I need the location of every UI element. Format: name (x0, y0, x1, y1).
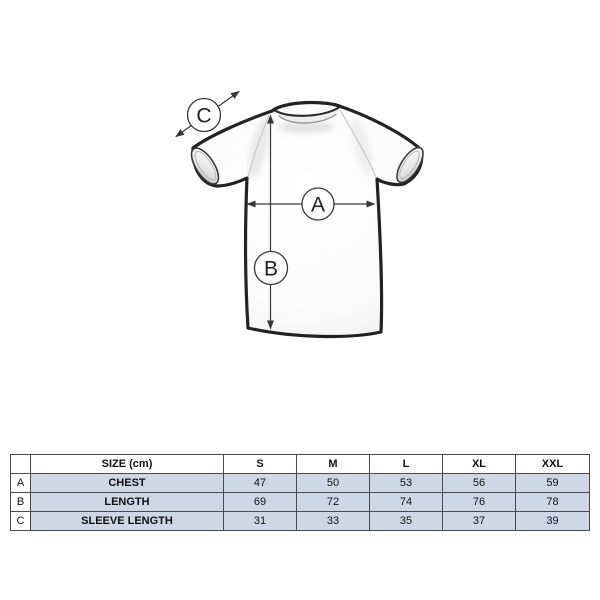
length-s: 69 (223, 492, 297, 512)
corner-cell (10, 454, 31, 474)
right-cuff (396, 146, 424, 184)
label-a-chest: A (301, 187, 335, 221)
row-key-b: B (10, 492, 31, 512)
table-row-chest: A CHEST 47 50 53 56 59 (10, 473, 590, 493)
size-header-l: L (369, 454, 443, 474)
row-key-a: A (10, 473, 31, 493)
sleeve-s: 31 (223, 511, 297, 531)
label-b-length: B (253, 250, 289, 286)
size-header-s: S (223, 454, 297, 474)
size-header-xxl: XXL (515, 454, 590, 474)
tshirt-measurement-diagram: A B C (175, 90, 424, 339)
label-c-text: C (196, 105, 211, 128)
size-header-m: M (296, 454, 370, 474)
length-m: 72 (296, 492, 370, 512)
collar (273, 106, 341, 124)
row-key-c: C (10, 511, 31, 531)
row-label-length: LENGTH (30, 492, 224, 512)
length-xl: 76 (442, 492, 516, 512)
chest-xl: 56 (442, 473, 516, 493)
left-cuff (190, 147, 220, 185)
table-row-length: B LENGTH 69 72 74 76 78 (10, 492, 590, 512)
measurement-labels: A B C (186, 97, 335, 286)
size-header-xl: XL (442, 454, 516, 474)
label-c-sleeve: C (186, 97, 222, 133)
length-xxl: 78 (515, 492, 590, 512)
tshirt-outline (190, 100, 424, 339)
chest-l: 53 (369, 473, 443, 493)
size-table-header-row: SIZE (cm) S M L XL XXL (10, 454, 590, 474)
label-a-text: A (311, 194, 325, 217)
sleeve-xxl: 39 (515, 511, 590, 531)
chest-xxl: 59 (515, 473, 590, 493)
chest-s: 47 (223, 473, 297, 493)
row-label-sleeve-length: SLEEVE LENGTH (30, 511, 224, 531)
sleeve-m: 33 (296, 511, 370, 531)
sleeve-l: 35 (369, 511, 443, 531)
table-row-sleeve-length: C SLEEVE LENGTH 31 33 35 37 39 (10, 511, 590, 531)
size-unit-header: SIZE (cm) (30, 454, 224, 474)
sleeve-xl: 37 (442, 511, 516, 531)
length-l: 74 (369, 492, 443, 512)
size-table: SIZE (cm) S M L XL XXL A CHEST 47 50 53 … (10, 454, 590, 531)
row-label-chest: CHEST (30, 473, 224, 493)
label-b-text: B (264, 258, 278, 281)
chest-m: 50 (296, 473, 370, 493)
